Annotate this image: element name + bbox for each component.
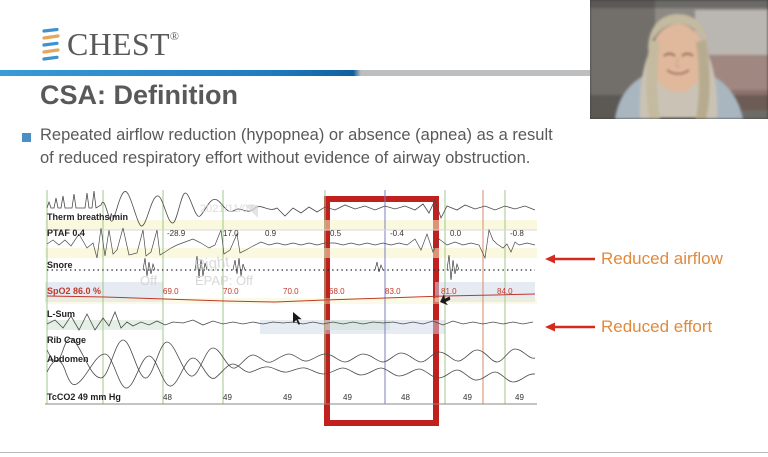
svg-text:0.9: 0.9	[265, 229, 277, 238]
svg-text:Snore: Snore	[47, 260, 73, 270]
svg-text:Right: Right	[194, 253, 231, 274]
svg-text:49: 49	[283, 393, 292, 402]
svg-text:83.0: 83.0	[385, 287, 401, 296]
svg-text:81.0: 81.0	[441, 287, 457, 296]
svg-text:EPAP: Off: EPAP: Off	[195, 273, 253, 288]
svg-text:L-Sum: L-Sum	[47, 309, 75, 319]
svg-text:49: 49	[223, 393, 232, 402]
svg-text:48: 48	[401, 393, 410, 402]
svg-text:Abdomen: Abdomen	[47, 354, 89, 364]
svg-text:-0.8: -0.8	[510, 229, 524, 238]
svg-text:0.0: 0.0	[450, 229, 462, 238]
svg-text:2021/11/07: 2021/11/07	[200, 203, 254, 215]
svg-text:49: 49	[515, 393, 524, 402]
svg-text:TcCO2 49 mm Hg: TcCO2 49 mm Hg	[47, 392, 121, 402]
svg-text:17.0: 17.0	[223, 229, 239, 238]
svg-text:-28.9: -28.9	[167, 229, 186, 238]
svg-text:70.0: 70.0	[283, 287, 299, 296]
svg-text:49: 49	[463, 393, 472, 402]
svg-text:69.0: 69.0	[163, 287, 179, 296]
svg-text:Off: Off	[140, 273, 157, 288]
svg-text:68.0: 68.0	[329, 287, 345, 296]
svg-text:48: 48	[163, 393, 172, 402]
svg-text:Therm breaths/min: Therm breaths/min	[47, 212, 128, 222]
svg-text:70.0: 70.0	[223, 287, 239, 296]
svg-text:49: 49	[343, 393, 352, 402]
svg-text:SpO2 86.0 %: SpO2 86.0 %	[47, 286, 101, 296]
svg-text:PTAF 0.4: PTAF 0.4	[47, 228, 85, 238]
svg-text:Rib Cage: Rib Cage	[47, 335, 86, 345]
svg-text:0.5: 0.5	[330, 229, 342, 238]
svg-text:-0.4: -0.4	[390, 229, 404, 238]
svg-text:84.0: 84.0	[497, 287, 513, 296]
